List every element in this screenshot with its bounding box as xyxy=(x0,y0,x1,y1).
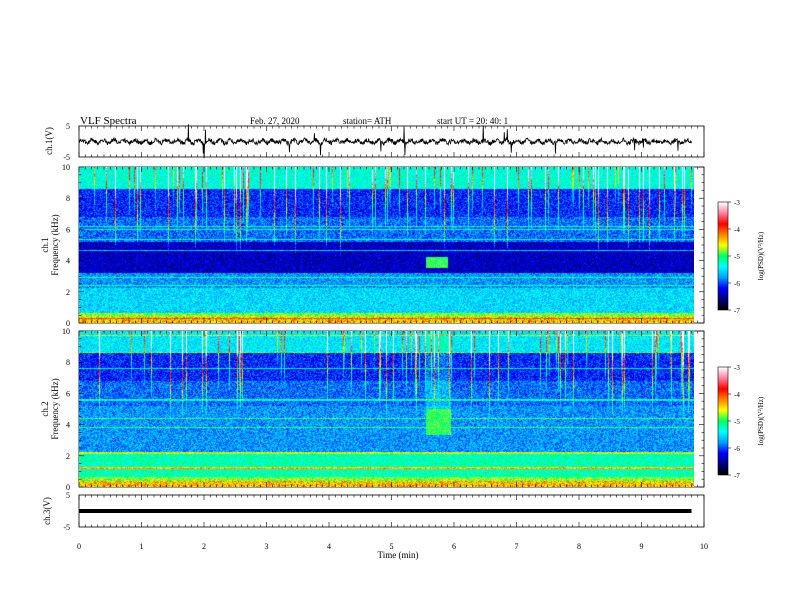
ch3-waveform-panel: 5 -5 ch.3(V) xyxy=(42,491,705,532)
time-tick-label: 9 xyxy=(640,542,644,551)
time-tick-label: 1 xyxy=(140,542,144,551)
frequency-tick-label: 0 xyxy=(66,483,70,492)
time-tick-label: 6 xyxy=(452,542,456,551)
ch1-ytick-top: 5 xyxy=(66,122,70,131)
colorbar-tick-label: -3 xyxy=(734,199,740,207)
ch1-spectrogram-xticks xyxy=(78,167,705,323)
ch1-spectrogram-yticks: 0 2 4 6 8 10 xyxy=(62,163,704,328)
ch3-waveform-xticks xyxy=(78,495,705,527)
ch2-spectrogram-image xyxy=(79,331,694,487)
time-axis-tick-labels: 0 1 2 3 4 5 6 7 8 9 10 xyxy=(77,542,708,551)
ch1-spectrogram-ylabel: Frequency (kHz) xyxy=(50,214,60,275)
ch1-waveform-panel: 5 -5 ch.1(V) xyxy=(44,122,705,162)
ch1-colorbar-gradient xyxy=(718,202,728,310)
start-ut-label: start UT = 20: 40: 1 xyxy=(437,116,508,126)
ch3-ytick-bottom: -5 xyxy=(63,523,70,532)
frequency-tick-label: 10 xyxy=(62,163,70,172)
colorbar-tick-label: -3 xyxy=(734,364,740,372)
time-tick-label: 7 xyxy=(515,542,519,551)
frequency-tick-label: 8 xyxy=(66,194,70,203)
frequency-tick-label: 6 xyxy=(66,389,70,398)
time-axis-label: Time (min) xyxy=(378,550,419,560)
frequency-tick-label: 0 xyxy=(66,319,70,328)
ch2-spectrogram-ylabel: Frequency (kHz) xyxy=(50,378,60,439)
colorbar-tick-label: -7 xyxy=(734,472,740,480)
frequency-tick-label: 4 xyxy=(66,421,70,430)
date-label: Feb. 27, 2020 xyxy=(250,116,300,126)
ch1-waveform-xticks xyxy=(78,126,705,157)
time-tick-label: 3 xyxy=(265,542,269,551)
frequency-tick-label: 2 xyxy=(66,452,70,461)
colorbar-tick-label: -4 xyxy=(734,391,740,399)
ch1-waveform-trace xyxy=(78,124,692,159)
ch1-channel-label: ch.1 xyxy=(40,237,50,252)
ch1-ytick-bottom: -5 xyxy=(63,153,70,162)
time-tick-label: 8 xyxy=(577,542,581,551)
ch1-colorbar-label: log(PSD)(V²/Hz) xyxy=(757,231,765,280)
colorbar-tick-label: -7 xyxy=(734,307,740,315)
ch1-waveform-ylabel: ch.1(V) xyxy=(44,127,54,155)
ch3-ytick-top: 5 xyxy=(66,491,70,500)
ch1-colorbar-ticks: -3 -4 -5 -6 -7 xyxy=(728,199,740,315)
ch2-spectrogram-yticks: 0 2 4 6 8 10 xyxy=(62,327,704,492)
ch2-colorbar-label: log(PSD)(V²/Hz) xyxy=(757,396,765,445)
ch1-waveform-line xyxy=(78,124,692,159)
time-tick-label: 10 xyxy=(700,542,708,551)
time-tick-label: 2 xyxy=(202,542,206,551)
station-label: station= ATH xyxy=(343,116,392,126)
figure-title: VLF Spectra xyxy=(80,115,137,127)
colorbar-tick-label: -5 xyxy=(734,253,740,261)
ch2-colorbar-ticks: -3 -4 -5 -6 -7 xyxy=(728,364,740,480)
frequency-tick-label: 6 xyxy=(66,225,70,234)
time-tick-label: 5 xyxy=(390,542,394,551)
colorbar-tick-label: -6 xyxy=(734,280,740,288)
ch1-spectrogram-image xyxy=(79,167,694,323)
ch2-spectrogram-xticks xyxy=(78,331,705,487)
frequency-tick-label: 2 xyxy=(66,288,70,297)
frequency-tick-label: 8 xyxy=(66,358,70,367)
ch3-waveform-ylabel: ch.3(V) xyxy=(42,497,52,525)
ch3-waveform-trace xyxy=(79,509,692,513)
ch1-colorbar: -3 -4 -5 -6 -7 log(PSD)(V²/Hz) xyxy=(717,199,765,315)
ch2-colorbar-gradient xyxy=(718,367,728,475)
colorbar-tick-label: -6 xyxy=(734,445,740,453)
ch2-spectrogram-panel: 0 2 4 6 8 10 ch.2 Frequency (kHz) xyxy=(40,327,705,492)
time-tick-label: 0 xyxy=(77,542,81,551)
frequency-tick-label: 4 xyxy=(66,257,70,266)
colorbar-tick-label: -5 xyxy=(734,418,740,426)
frequency-tick-label: 10 xyxy=(62,327,70,336)
ch1-spectrogram-panel: 0 2 4 6 8 10 ch.1 Frequency (kHz) xyxy=(40,163,705,328)
time-tick-label: 4 xyxy=(327,542,331,551)
colorbar-tick-label: -4 xyxy=(734,226,740,234)
ch2-colorbar: -3 -4 -5 -6 -7 log(PSD)(V²/Hz) xyxy=(717,364,765,480)
ch2-channel-label: ch.2 xyxy=(40,401,50,416)
